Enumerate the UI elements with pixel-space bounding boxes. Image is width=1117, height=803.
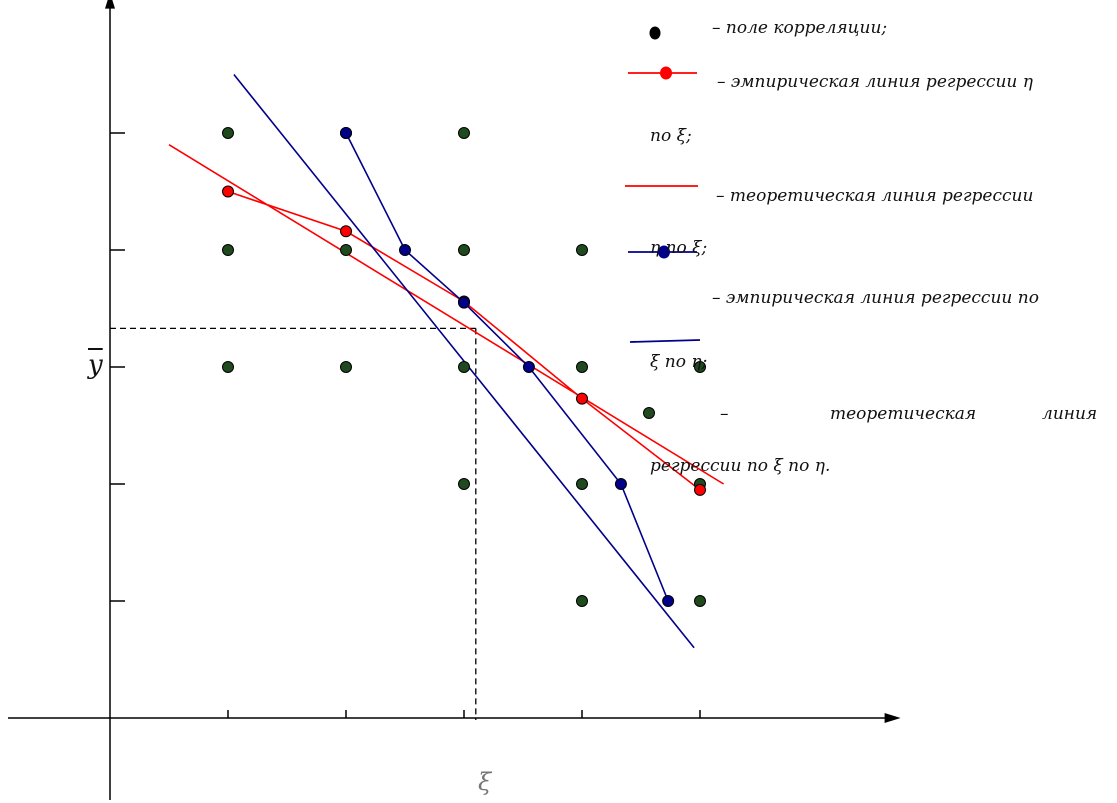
- correlation-point: [576, 478, 588, 490]
- empirical-point-empirical-xi-on-eta: [458, 296, 470, 309]
- legend-theo-xi-word2: линия: [1042, 404, 1098, 424]
- regression-line-theoretical-eta-on-xi: [168, 144, 725, 485]
- empirical-point-empirical-eta-on-xi: [340, 225, 352, 238]
- legend-theo-xi-dash: –: [720, 404, 729, 424]
- correlation-point: [340, 244, 352, 256]
- empirical-point-empirical-eta-on-xi: [694, 483, 706, 496]
- correlation-point: [458, 244, 470, 256]
- legend-theo-xi-marker: [643, 407, 655, 419]
- legend-field-marker: [649, 26, 661, 40]
- y-mean-label: y: [88, 350, 103, 380]
- empirical-point-empirical-eta-on-xi: [576, 392, 588, 405]
- correlation-point: [222, 244, 234, 256]
- legend-theo-xi-cont: регрессии по ξ по η.: [650, 456, 831, 476]
- correlation-point: [694, 595, 706, 607]
- regression-line-empirical-xi-on-eta: [345, 132, 669, 602]
- correlation-point: [694, 361, 706, 373]
- correlation-point: [458, 127, 470, 139]
- legend-theo-xi-word1: теоретическая: [830, 404, 977, 424]
- legend-theo-xi-line: [629, 339, 701, 343]
- correlation-point: [576, 244, 588, 256]
- correlation-point: [340, 361, 352, 373]
- correlation-point: [458, 361, 470, 373]
- empirical-point-empirical-xi-on-eta: [614, 478, 627, 490]
- x-axis-arrow: [884, 713, 901, 723]
- empirical-point-empirical-xi-on-eta: [340, 127, 352, 139]
- legend-emp-xi-marker: [658, 245, 670, 259]
- legend-emp-eta-text: – эмпирическая линия регрессии η: [717, 72, 1033, 92]
- legend-emp-xi-text: – эмпирическая линия регрессии по: [712, 288, 1039, 308]
- regression-line-empirical-eta-on-xi: [227, 190, 701, 491]
- correlation-point: [576, 595, 588, 607]
- y-axis-arrow: [105, 0, 115, 9]
- empirical-point-empirical-eta-on-xi: [222, 185, 234, 198]
- x-axis-label: ξ: [478, 768, 492, 796]
- legend-field-text: – поле корреляции;: [712, 18, 888, 38]
- correlation-point: [222, 361, 234, 373]
- legend-emp-xi-cont: ξ по η;: [650, 352, 708, 372]
- empirical-point-empirical-xi-on-eta: [522, 361, 535, 373]
- legend-theo-eta-text: – теоретическая линия регрессии: [716, 186, 1034, 206]
- correlation-point: [458, 478, 470, 490]
- legend-emp-eta-marker: [660, 66, 672, 80]
- legend-theo-eta-cont: η по ξ;: [650, 238, 708, 258]
- correlation-point: [576, 361, 588, 373]
- correlation-point: [222, 127, 234, 139]
- legend-emp-eta-cont: по ξ;: [650, 126, 692, 146]
- empirical-point-empirical-xi-on-eta: [399, 244, 411, 256]
- empirical-point-empirical-xi-on-eta: [662, 595, 675, 607]
